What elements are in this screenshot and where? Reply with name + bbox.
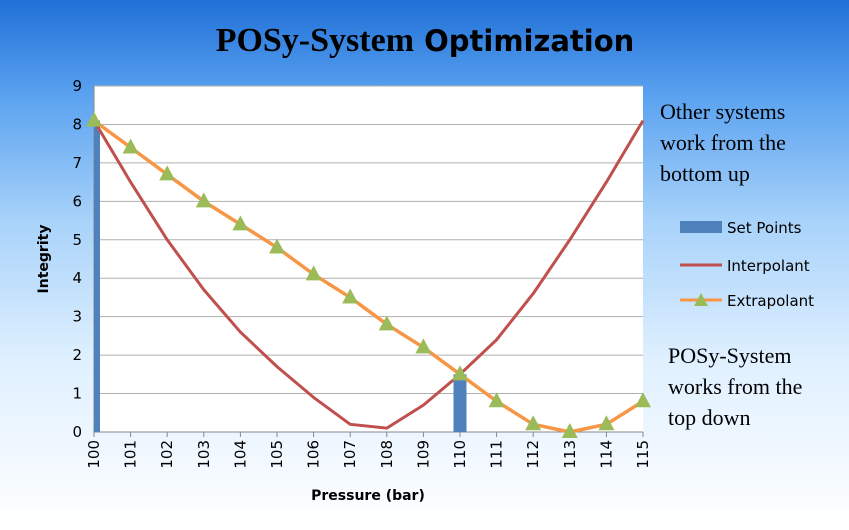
x-tick-label-104: 104: [231, 440, 249, 469]
legend-extrapolant-label: Extrapolant: [727, 292, 814, 310]
x-tick-label-111: 111: [488, 440, 506, 469]
y-tick-label-7: 7: [72, 154, 82, 172]
plot-area: [94, 86, 643, 432]
y-tick-labels: 0 1 2 3 4 5 6 7 8 9: [72, 77, 82, 441]
extrapolant-marker-101: [122, 138, 139, 154]
extrapolant-marker-110: [452, 365, 468, 381]
extrapolant-marker-100: [86, 111, 102, 127]
interpolant-line: [92, 119, 645, 430]
x-tick-label-106: 106: [305, 440, 323, 469]
extrapolant-marker-113: [561, 423, 578, 438]
y-tick-label-0: 0: [72, 423, 82, 441]
chart-title-part2: Optimization: [414, 24, 634, 58]
extrapolant-marker-104: [232, 215, 249, 231]
extrapolant-line: [92, 119, 644, 434]
extrapolant-marker-108: [378, 315, 395, 331]
x-axis-title: Pressure (bar): [311, 488, 425, 504]
legend-set-points-label: Set Points: [727, 219, 802, 237]
x-tick-label-113: 113: [561, 440, 579, 469]
y-tick-label-5: 5: [72, 231, 82, 249]
extrapolant-marker-109: [415, 338, 432, 354]
legend-set-points-swatch: [680, 221, 722, 233]
x-tick-labels: 100 101 102 103 104 105 106 107 108 109 110 111 112 1…: [85, 440, 652, 469]
note-other-systems: Other systems work from the bottom up: [660, 99, 786, 186]
chart-title-part1: POSy-System: [216, 22, 414, 59]
y-tick-label-8: 8: [72, 115, 82, 133]
x-tick-label-112: 112: [524, 440, 542, 469]
extrapolant-marker-114: [598, 415, 615, 431]
y-tick-label-3: 3: [72, 308, 82, 326]
y-tick-label-2: 2: [72, 346, 82, 364]
series-lines: [92, 119, 645, 434]
x-tick-label-107: 107: [341, 440, 359, 469]
extrapolant-marker-115: [635, 392, 651, 408]
x-tick-label-101: 101: [122, 440, 140, 469]
set-point-bar-100: [94, 120, 100, 432]
note-posy-system: POSy-System works from the top down: [668, 343, 803, 430]
extrapolant-marker-106: [305, 265, 322, 281]
set-point-bar-110: [453, 374, 467, 432]
x-tick-label-102: 102: [158, 440, 176, 469]
x-tick-label-105: 105: [268, 440, 286, 469]
x-tick-label-100: 100: [85, 440, 103, 469]
y-tick-label-1: 1: [72, 385, 82, 403]
legend-extrapolant-marker: [694, 293, 708, 306]
y-tick-label-6: 6: [72, 192, 82, 210]
y-tick-label-9: 9: [72, 77, 82, 95]
extrapolant-markers: [86, 111, 651, 438]
x-tick-label-103: 103: [195, 440, 213, 469]
chart-title: POSy-System Optimization: [216, 22, 635, 59]
extrapolant-marker-112: [525, 415, 542, 431]
set-points-bars: [94, 120, 467, 432]
y-axis-title: Integrity: [36, 225, 52, 294]
x-tick-label-114: 114: [597, 440, 615, 469]
extrapolant-marker-107: [342, 288, 359, 304]
legend: Set Points Interpolant Extrapolant: [680, 219, 814, 310]
extrapolant-marker-103: [195, 192, 212, 208]
x-tick-label-108: 108: [378, 440, 396, 469]
x-tick-label-115: 115: [634, 440, 652, 469]
extrapolant-marker-111: [488, 392, 505, 408]
extrapolant-marker-102: [159, 165, 176, 181]
legend-interpolant-label: Interpolant: [727, 257, 810, 275]
extrapolant-marker-105: [269, 238, 285, 254]
x-tick-label-109: 109: [414, 440, 432, 469]
x-tick-label-110: 110: [451, 440, 469, 469]
y-tick-label-4: 4: [72, 269, 82, 287]
